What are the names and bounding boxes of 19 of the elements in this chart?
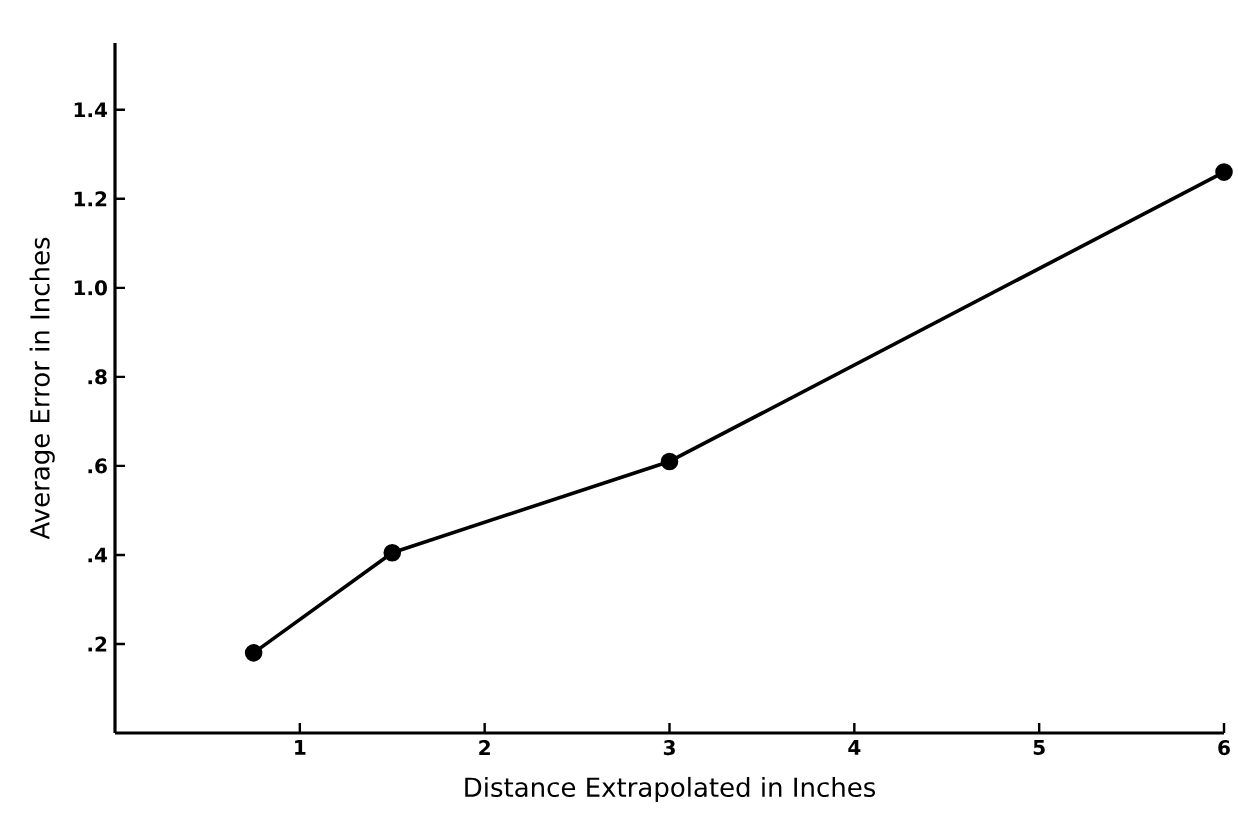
x-tick-label: 6 <box>1218 740 1230 756</box>
point <box>383 543 402 562</box>
x-tick-label: 4 <box>848 740 861 755</box>
y-tick-label: 1.0 <box>74 280 107 296</box>
y-axis-title: Average Error in Inches <box>29 237 55 540</box>
y-tick-label: .4 <box>88 547 108 563</box>
point <box>660 452 679 471</box>
y-tick-label: 1.4 <box>74 102 108 118</box>
x-tick-label: 3 <box>663 740 675 756</box>
x-tick-label: 5 <box>1033 740 1045 755</box>
y-tick-label: .2 <box>88 636 107 652</box>
x-tick-label: 2 <box>479 740 490 755</box>
y-tick-label: 1.2 <box>74 191 107 207</box>
y-tick-label: .6 <box>88 458 107 474</box>
x-axis-title: Distance Extrapolated in Inches <box>465 776 876 803</box>
point <box>244 644 263 662</box>
point <box>1215 163 1233 181</box>
y-tick-label: .8 <box>88 369 107 385</box>
x-tick-label: 1 <box>295 740 306 755</box>
